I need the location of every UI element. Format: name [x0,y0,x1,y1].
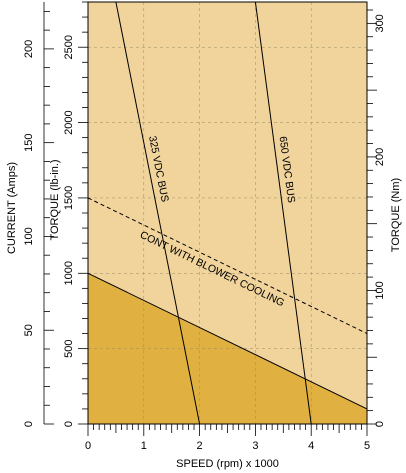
torque-nm-tick-label: 100 [374,281,386,299]
current-tick-label: 150 [23,133,35,151]
torque-nm-tick-label: 300 [374,14,386,32]
x-tick-label: 2 [197,440,203,452]
chart-lines [87,1,368,425]
current-tick-label: 200 [23,40,35,58]
x-tick-label: 4 [308,440,314,452]
current-tick-label: 100 [23,227,35,245]
x-tick-label: 1 [141,440,147,452]
torque-lbin-axis-label: TORQUE (lb-in.) [49,159,61,240]
x-tick-label: 3 [252,440,258,452]
x-axis-label: SPEED (rpm) x 1000 [176,458,279,470]
torque-lbin-tick-label: 0 [63,421,75,427]
torque-nm-axis-label: TORQUE (Nm) [390,178,402,252]
x-tick-label: 5 [364,440,370,452]
chart-regions [88,2,367,424]
series-line-2 [254,1,312,425]
chart-grid [88,2,367,424]
series-line-3 [87,197,368,335]
x-tick-label: 0 [85,440,91,452]
torque-lbin-tick-label: 2500 [63,35,75,59]
torque-lbin-tick-label: 1000 [63,261,75,285]
current-tick-label: 0 [23,421,35,427]
torque-nm-tick-label: 200 [374,148,386,166]
current-tick-label: 50 [23,324,35,336]
torque-nm-tick-label: 0 [374,421,386,427]
torque-lbin-tick-label: 500 [63,339,75,357]
torque-lbin-tick-label: 1500 [63,186,75,210]
series-line-1 [115,1,201,425]
continuous-boundary-line [87,272,368,410]
torque-lbin-tick-label: 2000 [63,110,75,134]
current-axis-label: CURRENT (Amps) [6,162,18,254]
